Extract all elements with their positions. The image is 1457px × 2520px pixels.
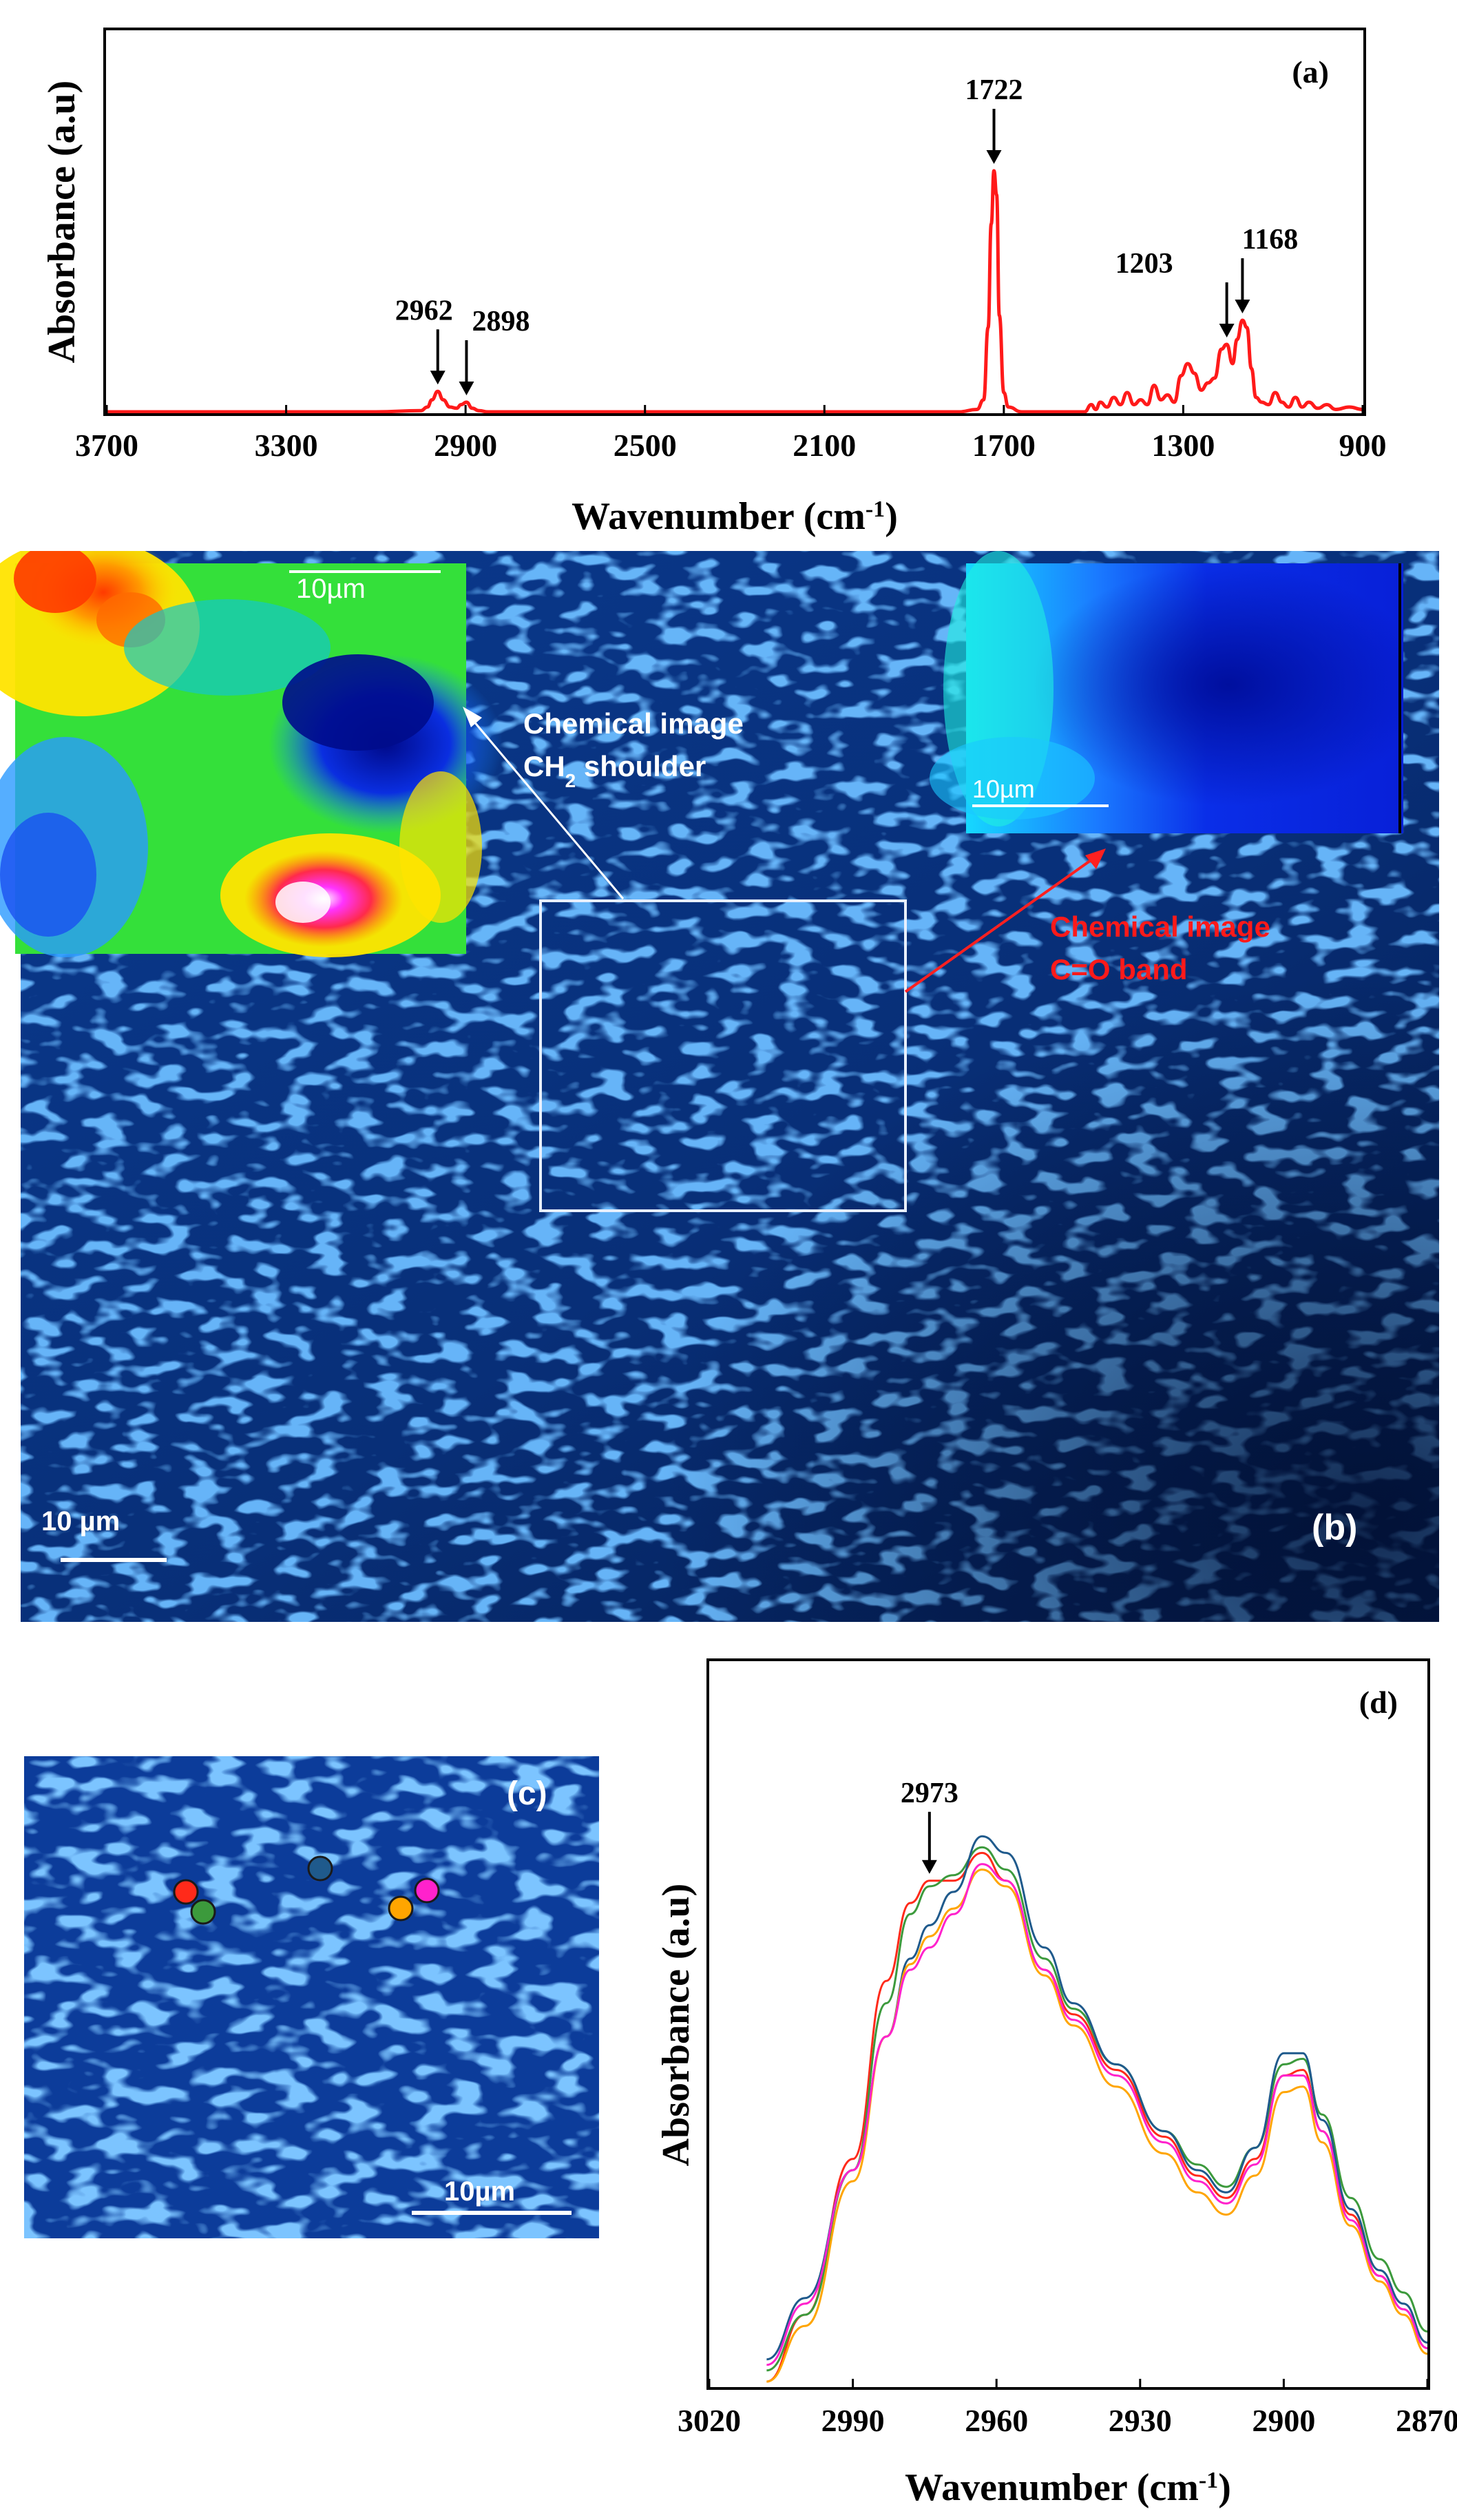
series-line-4 (766, 1863, 1428, 2366)
panel-c-texture (24, 1756, 599, 2238)
spectrum-location-marker (388, 1895, 414, 1922)
panel-d-chart: 3020 2990 2960 2930 2900 2870 2973 (d) Wavenu… (655, 1658, 1457, 2509)
x-tick-label: 2500 (614, 428, 677, 463)
panel-a-xaxis-label: Wavenumber (cm-1) (572, 495, 898, 538)
co-pointer-arrow (904, 848, 1106, 993)
spectrum-location-marker (414, 1877, 440, 1904)
ch2-caption-line2: CH2 shoulder (523, 750, 706, 791)
panel-b-scale-label: 10 µm (41, 1506, 120, 1537)
panel-a-chart: 3700 3300 2900 2500 2100 1700 1300 900 2962 2898… (41, 28, 1387, 538)
x-tick-label: 3020 (678, 2403, 741, 2438)
x-tick-label: 900 (1339, 428, 1387, 463)
annotation-arrowhead (921, 1860, 937, 1874)
x-tick-label: 2930 (1109, 2403, 1172, 2438)
panel-c-label: (c) (507, 1776, 547, 1812)
ch2-caption-line1: Chemical image (523, 707, 744, 740)
inset-ch2-chemical-image: 10µm (0, 551, 503, 957)
panel-c-micrograph: 10µm (c) (24, 1756, 599, 2238)
annotation-arrowhead (459, 382, 474, 395)
x-tick-label: 2900 (1252, 2403, 1315, 2438)
x-tick-label: 1700 (972, 428, 1036, 463)
spectrum-location-marker (307, 1855, 333, 1882)
panel-a-yaxis-label: Absorbance (a.u) (41, 81, 83, 364)
panel-b-label: (b) (1312, 1508, 1357, 1548)
panel-c-scale-label: 10µm (444, 2176, 515, 2207)
panel-a-frame (103, 28, 1366, 416)
spectrum-location-marker (190, 1899, 216, 1925)
annotation-arrowhead (986, 150, 1002, 164)
panel-d-yaxis-label: Absorbance (a.u) (655, 1884, 698, 2167)
x-tick-label: 2990 (821, 2403, 885, 2438)
annotation-label: 2898 (472, 306, 530, 337)
series-line-0 (107, 169, 1363, 414)
x-tick-label: 2960 (965, 2403, 1028, 2438)
annotation-arrowhead (1235, 300, 1250, 313)
panel-d-label: (d) (1359, 1685, 1398, 1720)
annotation-label: 2973 (901, 1778, 958, 1809)
annotation-label: 2962 (395, 295, 453, 326)
panel-a-label: (a) (1292, 54, 1329, 90)
co-caption-line2: C=O band (1050, 953, 1188, 986)
x-tick-label: 2100 (793, 428, 856, 463)
annotation-arrowhead (1219, 324, 1235, 337)
inset-co-scale-label: 10µm (972, 775, 1035, 803)
ch2-pointer-arrow (463, 707, 625, 899)
inset-ch2-scale-label: 10µm (296, 574, 366, 604)
panel-d-xaxis-label: Wavenumber (cm-1) (905, 2466, 1231, 2509)
x-tick-label: 2900 (434, 428, 497, 463)
annotation-label: 1722 (965, 74, 1023, 106)
x-tick-label: 2870 (1396, 2403, 1457, 2438)
annotation-label: 1203 (1115, 248, 1173, 280)
annotation-label: 1168 (1242, 224, 1299, 256)
x-tick-label: 3300 (255, 428, 318, 463)
co-caption-line1: Chemical image (1050, 910, 1270, 943)
panel-b-micrograph: 10µm 10µm Chemical image CH2 shoulder Ch… (0, 551, 1439, 1622)
x-tick-label: 3700 (75, 428, 138, 463)
series-line-2 (766, 1835, 1428, 2361)
annotation-arrowhead (430, 371, 446, 385)
panel-d-frame (706, 1658, 1430, 2390)
spectrum-location-marker (173, 1879, 199, 1905)
inset-co-chemical-image: 10µm (930, 551, 1403, 833)
x-tick-label: 1300 (1151, 428, 1215, 463)
selection-box (539, 899, 907, 1212)
